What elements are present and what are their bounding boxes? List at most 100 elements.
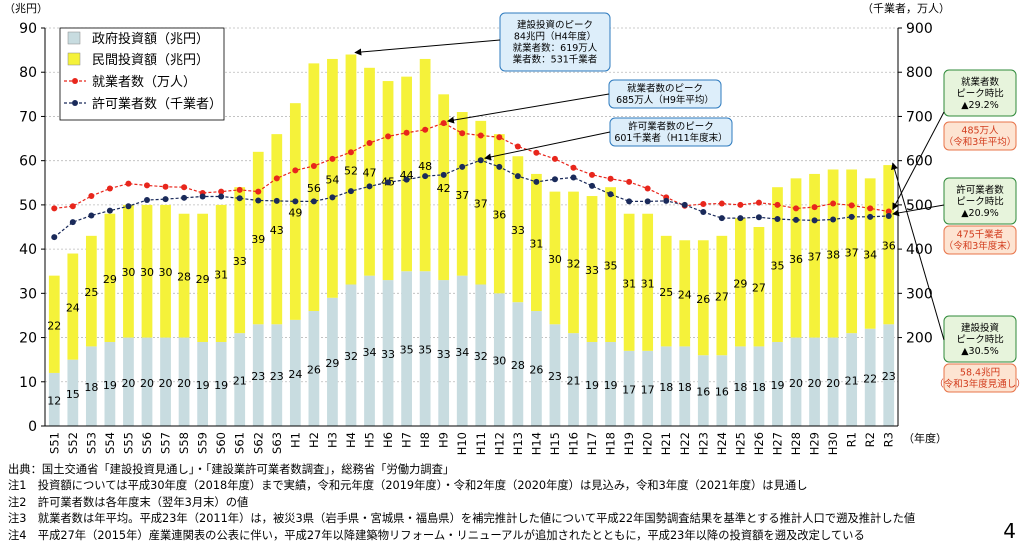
government-bar: [401, 271, 412, 426]
government-value-label: 16: [715, 386, 729, 399]
callout-arrow: [446, 93, 610, 124]
private-value-label: 29: [196, 273, 210, 286]
x-tick-label: S53: [84, 432, 98, 454]
employment-point: [867, 205, 874, 212]
employment-point: [125, 180, 132, 187]
private-value-label: 48: [418, 160, 432, 173]
employment-point: [440, 120, 447, 127]
y-tick-label-left: 50: [19, 198, 37, 214]
y-tick-label-left: 80: [19, 65, 37, 81]
government-bar: [475, 284, 487, 426]
government-value-label: 35: [400, 344, 414, 357]
licensed-point: [88, 212, 95, 219]
y-tick-label-left: 40: [19, 242, 37, 258]
private-value-label: 30: [548, 253, 562, 266]
y-tick-label-left: 60: [19, 154, 37, 170]
government-bar: [345, 284, 357, 426]
private-value-label: 47: [363, 167, 377, 180]
callout-arrow: [892, 204, 945, 217]
licensed-point: [236, 195, 243, 202]
private-bar: [586, 196, 598, 342]
employment-point: [255, 188, 262, 195]
licensed-point: [830, 216, 837, 223]
government-value-label: 21: [845, 375, 859, 388]
y-tick-label-right: 400: [906, 242, 933, 258]
private-value-label: 31: [641, 277, 655, 290]
employment-point: [422, 126, 429, 133]
licensed-point: [366, 183, 373, 190]
licensed-point: [811, 217, 818, 224]
government-bar: [883, 324, 895, 426]
licensed-point: [403, 176, 410, 183]
x-tick-label: H20: [641, 432, 655, 455]
licensed-point: [626, 198, 633, 205]
employment-point: [533, 149, 540, 156]
legend-label-government: 政府投資額（兆円）: [92, 31, 209, 47]
government-bar: [512, 302, 524, 426]
legend-swatch-private: [67, 52, 81, 66]
private-bar: [827, 169, 839, 338]
government-bar: [123, 337, 134, 426]
government-bar: [178, 337, 190, 426]
legend-swatch-government: [67, 31, 81, 45]
private-value-label: 29: [103, 273, 117, 286]
employment-point: [755, 199, 762, 206]
government-value-label: 32: [474, 350, 488, 363]
employment-line: [54, 122, 889, 213]
employment-point: [496, 134, 503, 141]
government-value-label: 23: [270, 370, 284, 383]
x-tick-label: H13: [511, 432, 525, 455]
private-bar: [234, 187, 246, 334]
legend-label-licensed: 許可業者数（千業者）: [92, 96, 222, 112]
y-tick-label-left: 10: [19, 375, 37, 391]
private-bar: [679, 240, 691, 347]
licensed-point: [774, 216, 781, 223]
x-tick-label: H21: [659, 432, 673, 455]
private-bar: [364, 67, 375, 276]
callout-arrow: [891, 162, 945, 341]
licensed-point: [607, 191, 614, 198]
private-bar: [104, 213, 116, 342]
private-bar: [252, 151, 264, 325]
x-tick-label: S59: [196, 432, 210, 454]
y-axis-label-left: （兆円）: [4, 2, 48, 15]
private-value-label: 24: [678, 288, 692, 301]
private-value-label: 27: [715, 291, 729, 304]
employment-point: [607, 175, 614, 182]
construction-investment-chart: 0 10 20 30 40 50 60 70 80 90 200 300 400 500 600 700 800…: [4, 2, 1024, 455]
x-tick-label: R1: [845, 432, 859, 447]
x-tick-label: H26: [752, 432, 766, 455]
government-value-label: 19: [103, 379, 117, 392]
y-tick-label-left: 70: [19, 109, 37, 125]
private-value-label: 33: [233, 255, 247, 268]
x-tick-label: H3: [325, 432, 339, 448]
x-tick-label: H6: [381, 432, 395, 448]
employment-point: [885, 208, 892, 215]
licensed-point: [162, 196, 169, 203]
x-tick-label: H19: [622, 432, 636, 455]
government-bar: [493, 293, 505, 426]
private-bar: [864, 178, 876, 329]
x-tick-label: H14: [529, 432, 543, 455]
x-tick-label: H2: [307, 432, 321, 448]
government-bar: [234, 333, 246, 426]
government-value-label: 33: [437, 348, 451, 361]
x-tick-label: H29: [808, 432, 822, 455]
y-tick-label-right: 200: [906, 331, 933, 347]
licensed-point: [106, 207, 113, 214]
y-tick-label-right: 600: [906, 154, 933, 170]
licensed-point: [440, 171, 447, 178]
callout-text: 475千業者: [957, 229, 1004, 241]
licensed-point: [570, 174, 577, 181]
private-bar: [753, 227, 765, 347]
private-bar: [419, 58, 431, 272]
callout-text: ▲30.5%: [961, 346, 999, 357]
private-bar: [697, 240, 709, 356]
x-tick-label: S54: [103, 432, 117, 454]
government-value-label: 21: [566, 375, 580, 388]
private-bar: [215, 204, 227, 342]
government-value-label: 23: [882, 370, 896, 383]
government-value-label: 18: [84, 381, 98, 394]
government-value-label: 16: [696, 386, 710, 399]
legend: [59, 27, 225, 121]
